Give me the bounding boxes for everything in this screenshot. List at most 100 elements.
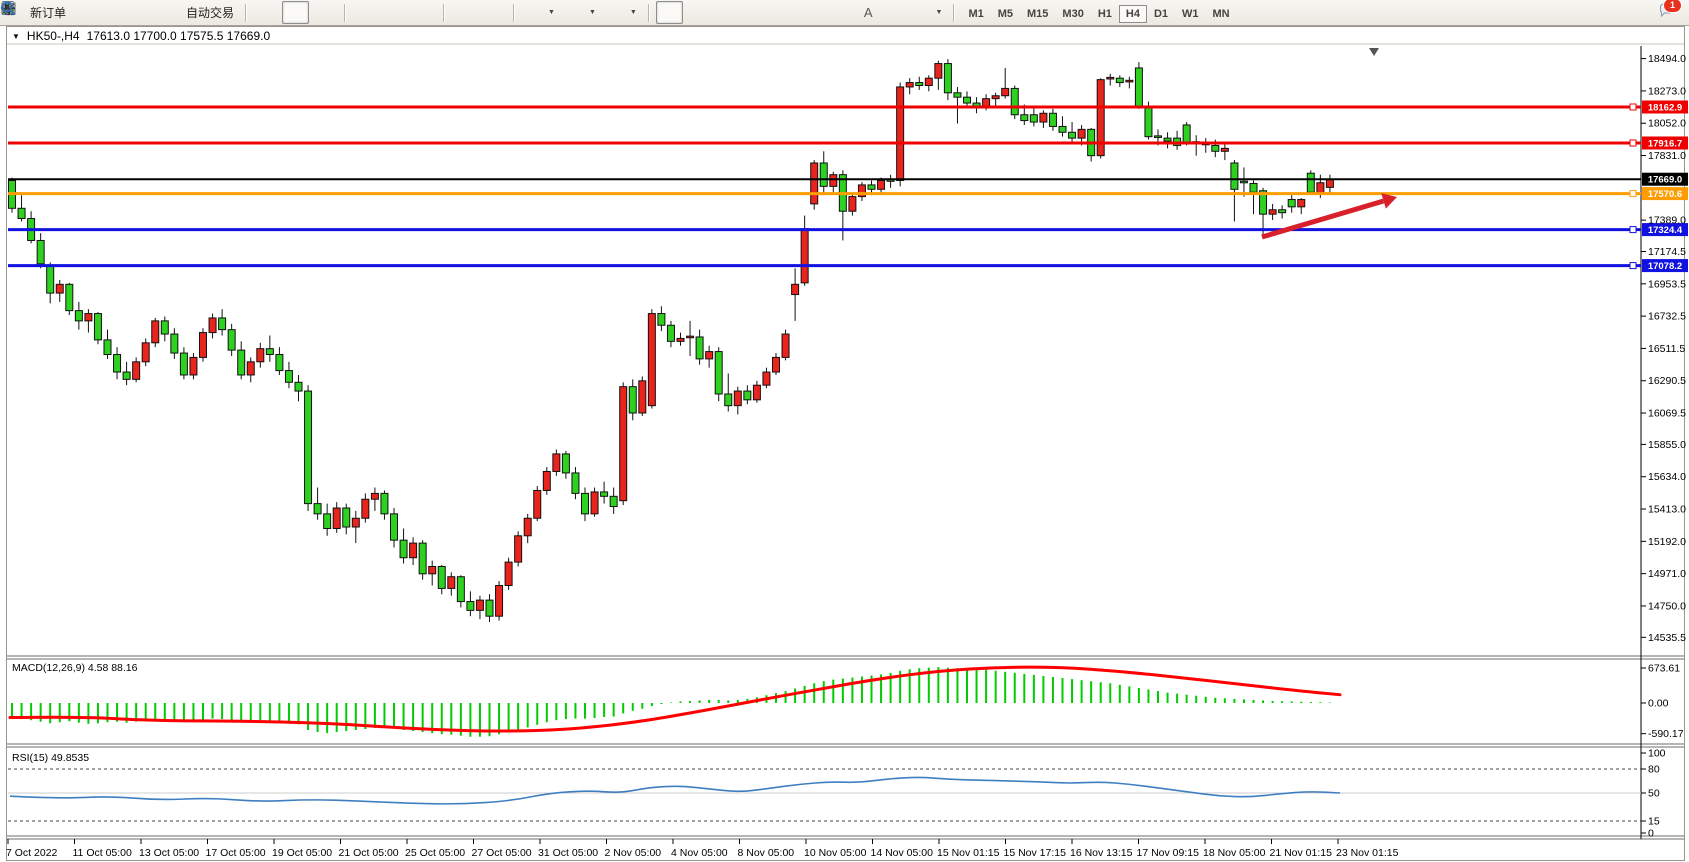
candle-body — [705, 351, 714, 360]
candle-body — [1134, 67, 1143, 108]
macd-axis-label: -590.17 — [1648, 728, 1684, 740]
time-label: 10 Nov 05:00 — [804, 847, 867, 859]
fibonacci-icon: F — [2, 3, 852, 21]
timeframe-w1[interactable]: W1 — [1182, 7, 1199, 20]
rsi-indicator-label: RSI(15) 49.8535 — [12, 752, 90, 764]
crosshair-icon — [2, 2, 707, 21]
candle-body — [265, 348, 274, 355]
candle-body — [533, 489, 542, 519]
candle-body — [1068, 131, 1077, 139]
line-endpoint-marker — [1629, 190, 1637, 198]
candle-body — [275, 354, 284, 372]
candle-body — [437, 565, 446, 589]
timeframe-h1[interactable]: H1 — [1097, 7, 1112, 20]
candle-body — [915, 82, 924, 86]
time-label: 7 Oct 2022 — [6, 847, 58, 859]
price-tick-label: 17831.0 — [1648, 150, 1686, 162]
timeframe-m15[interactable]: M15 — [1027, 7, 1049, 20]
timeframe-mn[interactable]: MN — [1212, 7, 1230, 20]
crosshair-tool-button[interactable] — [2, 1, 712, 24]
timeframe-m5[interactable]: M5 — [997, 7, 1014, 20]
candle-body — [628, 386, 637, 414]
notifications-button[interactable]: 1 — [1658, 0, 1682, 24]
auto-trading-button[interactable]: 自动交易 — [0, 1, 239, 24]
arrows-tool-dropdown[interactable]: ▼ — [4, 1, 948, 24]
rsi-axis-label: 100 — [1648, 748, 1666, 760]
period-dropdown[interactable]: ▼ — [1, 1, 601, 24]
candle-body — [600, 491, 609, 497]
candle-body — [1182, 124, 1191, 144]
candle-body — [294, 381, 303, 392]
candle-body — [17, 207, 26, 220]
timeframe-h4[interactable]: H4 — [1118, 4, 1147, 23]
fibonacci-tool-button[interactable]: F — [2, 1, 857, 24]
auto-scroll-button[interactable] — [2, 1, 478, 24]
chart-title-bar: ▼ HK50-,H4 17613.0 17700.0 17575.5 17669… — [12, 29, 270, 43]
price-tag-label: 17324.4 — [1648, 225, 1683, 236]
line-endpoint-marker — [1629, 226, 1637, 234]
candle-body — [390, 513, 398, 541]
candle-body — [819, 162, 828, 187]
price-tick-label: 17174.5 — [1648, 246, 1686, 258]
candle-body — [428, 565, 437, 575]
candle-body — [1249, 182, 1258, 193]
search-icon[interactable] — [1, 1, 1650, 21]
text-tool-button[interactable]: A — [859, 1, 878, 24]
price-chart-canvas[interactable]: 18162.9 17916.7 17669.0 17570.6 17324.4 17078… — [0, 26, 1689, 862]
trendline-tool-button[interactable] — [2, 1, 799, 24]
candle-body — [743, 390, 752, 401]
macd-axis-label: 0.00 — [1648, 698, 1669, 710]
collapse-triangle-icon[interactable]: ▼ — [12, 31, 20, 41]
tile-windows-button[interactable] — [1, 1, 437, 24]
candle-body — [666, 324, 675, 342]
candle-body — [1220, 147, 1229, 152]
chart-ohlc-quote: 17613.0 17700.0 17575.5 17669.0 — [86, 29, 271, 43]
channel-tool-button[interactable]: E — [1, 1, 828, 24]
horizontal-line-tool-button[interactable] — [2, 1, 770, 24]
line-endpoint-marker — [1629, 262, 1637, 270]
dropdown-caret-icon: ▼ — [935, 9, 943, 16]
vertical-line-tool-button[interactable] — [7, 1, 741, 24]
bar-chart-mode-button[interactable] — [2, 1, 280, 24]
candle-body — [151, 320, 160, 344]
candle-body — [189, 356, 198, 376]
candlestick-icon — [2, 2, 304, 21]
timeframe-d1[interactable]: D1 — [1153, 7, 1169, 20]
timeframe-m30[interactable]: M30 — [1062, 7, 1084, 20]
candle-body — [93, 313, 102, 341]
marker-tool-button[interactable] — [2, 1, 100, 24]
crayon-icon — [2, 3, 95, 21]
cursor-tool-button[interactable] — [5, 1, 683, 24]
candle-body — [447, 576, 456, 589]
zoom-out-button[interactable] — [1, 1, 408, 24]
timeframe-m1[interactable]: M1 — [968, 7, 984, 20]
chart-window[interactable]: ▼ HK50-,H4 17613.0 17700.0 17575.5 17669… — [0, 26, 1689, 862]
candlestick-mode-button[interactable] — [2, 1, 310, 24]
candle-body — [466, 601, 475, 611]
template-dropdown[interactable]: ▼ — [1, 1, 642, 24]
candle-body — [475, 599, 484, 611]
candle-body — [1325, 178, 1334, 188]
candle-body — [1001, 87, 1010, 97]
signals-button[interactable] — [2, 1, 158, 24]
chart-shift-button[interactable] — [2, 1, 507, 24]
candle-body — [772, 356, 780, 373]
candle-body — [695, 336, 704, 360]
candle-body — [1268, 209, 1277, 215]
charts-window-button[interactable] — [1, 1, 129, 24]
candle-body — [523, 517, 532, 537]
new-chart-dropdown[interactable]: ▼ — [2, 1, 560, 24]
text-label-tool-button[interactable]: T — [2, 1, 907, 24]
line-chart-mode-button[interactable] — [1, 1, 338, 24]
bar-chart-icon — [2, 3, 275, 21]
candle-body — [113, 354, 122, 373]
time-label: 15 Nov 01:15 — [937, 847, 1000, 859]
candle-body — [991, 95, 1000, 100]
candle-body — [1106, 76, 1115, 80]
price-tag-label: 17916.7 — [1648, 138, 1682, 149]
price-tag — [1642, 136, 1688, 150]
zoom-in-button[interactable] — [1, 1, 379, 24]
candle-body — [361, 498, 370, 519]
candle-body — [638, 380, 647, 414]
